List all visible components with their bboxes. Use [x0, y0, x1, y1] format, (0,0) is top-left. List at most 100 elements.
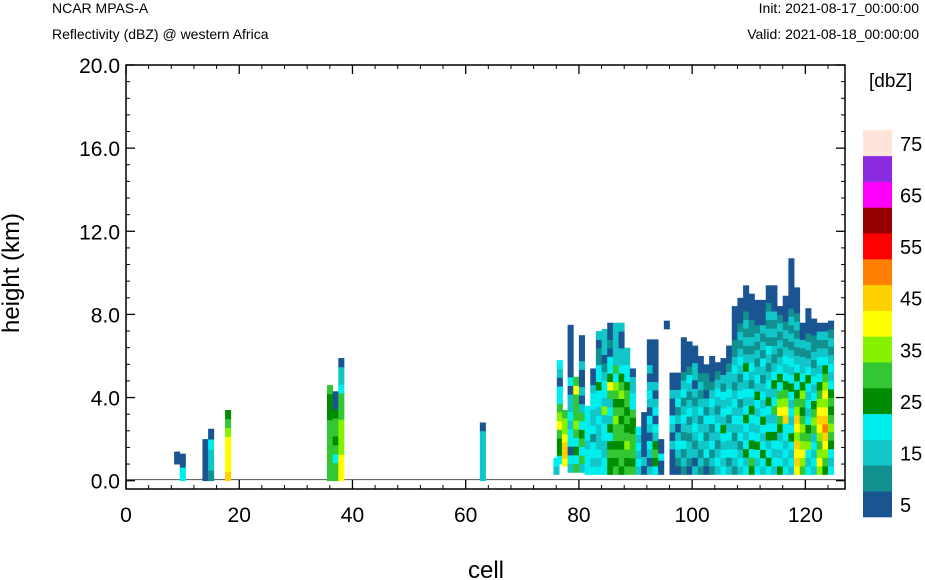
reflectivity-cell [612, 407, 619, 416]
reflectivity-cell [202, 455, 209, 465]
reflectivity-cell [595, 457, 602, 467]
reflectivity-cell [748, 336, 755, 346]
reflectivity-cell [338, 454, 345, 464]
reflectivity-cell [794, 304, 801, 314]
reflectivity-cell [754, 308, 761, 317]
reflectivity-cell [561, 410, 568, 419]
reflectivity-cell [816, 432, 823, 442]
reflectivity-cell [799, 373, 806, 383]
reflectivity-cell [629, 417, 636, 426]
reflectivity-cell [584, 448, 591, 458]
reflectivity-cell [573, 437, 580, 447]
reflectivity-cell [748, 371, 755, 381]
reflectivity-cell [731, 423, 738, 433]
reflectivity-cell [709, 432, 716, 441]
reflectivity-cell [765, 414, 772, 424]
reflectivity-cell [612, 322, 619, 332]
reflectivity-cell [573, 411, 580, 421]
reflectivity-cell [777, 339, 784, 349]
reflectivity-cell [771, 414, 778, 424]
reflectivity-cell [202, 464, 209, 473]
reflectivity-cell [556, 394, 563, 404]
reflectivity-cell [805, 308, 812, 317]
valid-time: Valid: 2021-08-18_00:00:00 [747, 26, 919, 42]
reflectivity-cell [771, 388, 778, 398]
reflectivity-cell [669, 381, 676, 390]
reflectivity-cell [726, 345, 733, 355]
reflectivity-cell [737, 306, 744, 316]
reflectivity-cell [765, 388, 772, 398]
reflectivity-cell [828, 406, 835, 416]
x-tick-label: 120 [788, 504, 823, 527]
reflectivity-cell [590, 401, 597, 410]
reflectivity-cell [578, 378, 585, 388]
reflectivity-cell [573, 454, 580, 465]
reflectivity-cell [697, 449, 704, 458]
reflectivity-cell [799, 322, 806, 332]
reflectivity-cell [686, 374, 693, 384]
reflectivity-cell [765, 397, 772, 407]
reflectivity-cell [765, 422, 772, 432]
reflectivity-cell [567, 350, 574, 360]
reflectivity-cell [822, 415, 829, 425]
reflectivity-cell [748, 362, 755, 372]
colorbar-box [863, 413, 892, 440]
reflectivity-cell [714, 362, 721, 372]
reflectivity-cell [822, 373, 829, 383]
reflectivity-cell [703, 415, 710, 425]
reflectivity-cell [765, 457, 772, 467]
reflectivity-cell [748, 328, 755, 338]
reflectivity-cell [828, 440, 835, 450]
reflectivity-cell [646, 423, 653, 433]
reflectivity-cell [675, 381, 682, 390]
reflectivity-cell [805, 432, 812, 442]
reflectivity-cell [754, 391, 761, 401]
reflectivity-cell [811, 367, 818, 377]
reflectivity-cell [607, 348, 614, 357]
reflectivity-cell [731, 365, 738, 374]
reflectivity-cell [794, 380, 801, 390]
reflectivity-cell [479, 430, 486, 440]
reflectivity-cell [799, 398, 806, 408]
reflectivity-cell [553, 457, 560, 467]
reflectivity-cell [601, 465, 608, 475]
reflectivity-cell [624, 423, 631, 433]
reflectivity-cell [709, 440, 716, 450]
reflectivity-cell [788, 283, 795, 292]
reflectivity-cell [618, 339, 625, 349]
reflectivity-cell [607, 407, 614, 416]
reflectivity-cell [208, 449, 215, 461]
reflectivity-cell [607, 457, 614, 467]
reflectivity-cell [556, 403, 563, 413]
reflectivity-cell [612, 398, 619, 408]
reflectivity-cell [737, 423, 744, 433]
reflectivity-cell [828, 363, 835, 373]
reflectivity-cell [777, 365, 784, 374]
reflectivity-cell [828, 457, 835, 467]
reflectivity-cell [567, 455, 574, 465]
reflectivity-cell [692, 457, 699, 467]
reflectivity-cell [686, 449, 693, 459]
reflectivity-cell [709, 355, 716, 365]
reflectivity-cell [794, 329, 801, 339]
reflectivity-cell [561, 426, 568, 435]
reflectivity-cell [726, 414, 733, 424]
reflectivity-cell [743, 457, 750, 467]
reflectivity-cell [584, 423, 591, 432]
reflectivity-cell [675, 372, 682, 382]
colorbar-box [863, 336, 892, 363]
reflectivity-cell [720, 391, 727, 401]
reflectivity-cell [561, 450, 568, 459]
reflectivity-cell [601, 414, 608, 424]
reflectivity-cell [799, 348, 806, 357]
reflectivity-cell [174, 451, 181, 465]
reflectivity-cell [748, 448, 755, 458]
colorbar-box [863, 130, 892, 157]
reflectivity-cell [771, 302, 778, 312]
reflectivity-cell [737, 466, 744, 475]
colorbar-box [863, 310, 892, 337]
y-tick-label: 0.0 [91, 471, 120, 494]
reflectivity-cell [811, 392, 818, 402]
reflectivity-cell [737, 407, 744, 416]
